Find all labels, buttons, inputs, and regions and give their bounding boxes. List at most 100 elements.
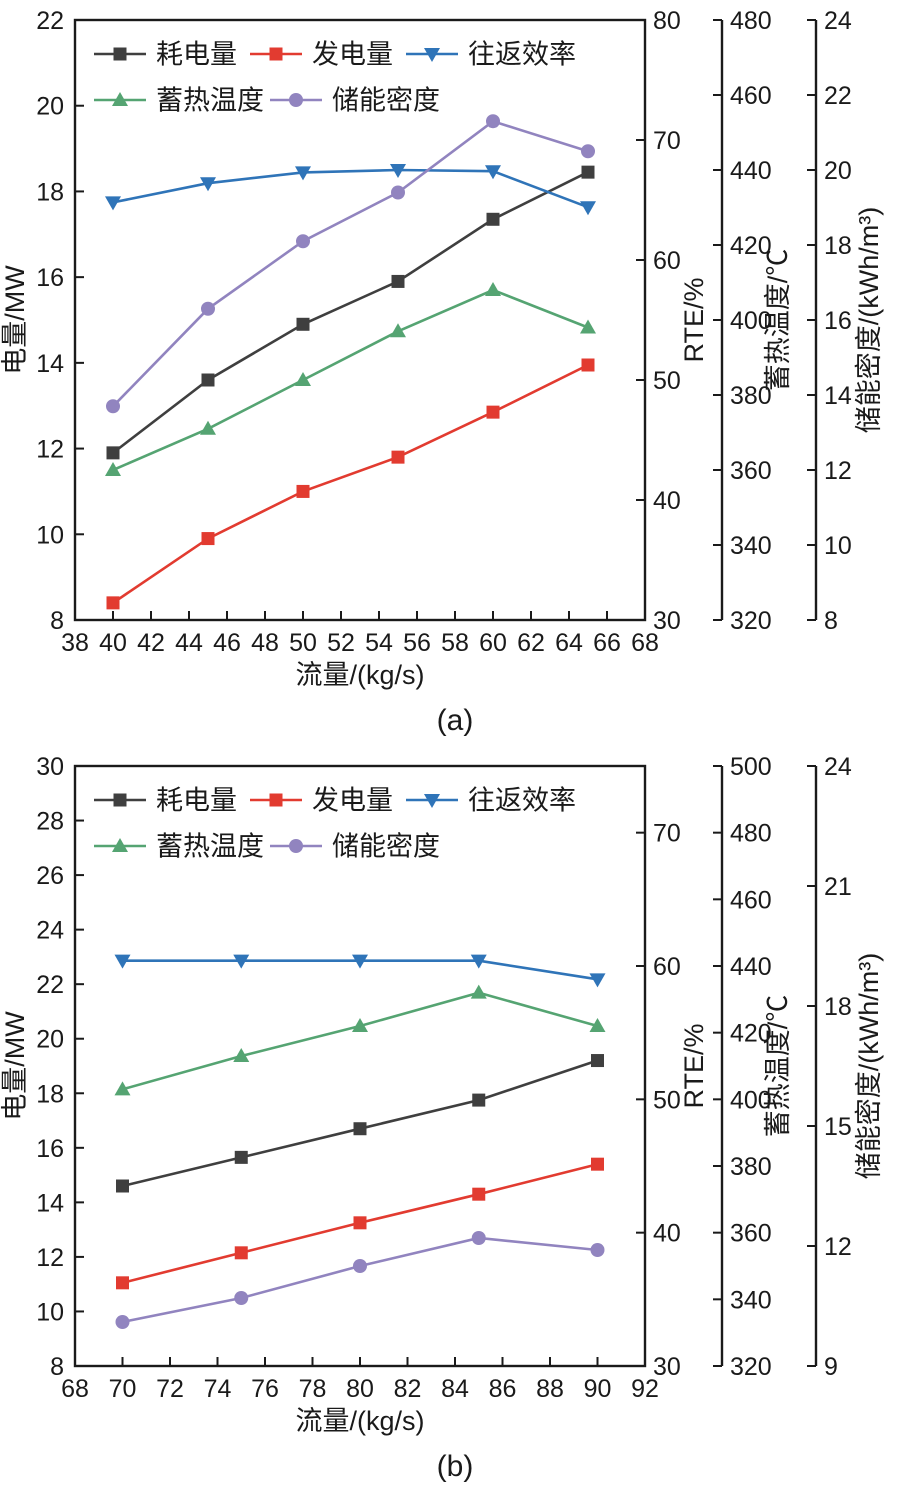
left-axis-title: 电量/MW [0,1011,30,1121]
svg-text:88: 88 [536,1375,564,1403]
svg-text:60: 60 [653,247,681,275]
svg-text:440: 440 [730,953,772,981]
svg-text:28: 28 [36,808,64,836]
series-temperature [105,282,596,476]
svg-text:储能密度: 储能密度 [332,86,440,116]
svg-text:30: 30 [36,753,64,781]
series-consumption [116,1054,604,1193]
svg-text:12: 12 [36,1244,64,1272]
svg-text:50: 50 [653,1086,681,1114]
temperature-axis: 320 340 360 380 400 420 440 460 480 500 蓄热温度/℃ [713,753,793,1381]
temperature-axis-title: 蓄热温度/℃ [763,249,793,392]
series-generation [116,1157,604,1290]
svg-text:10: 10 [36,521,64,549]
svg-text:15: 15 [824,1113,852,1141]
density-axis-title: 储能密度/(kWh/m³) [854,953,884,1179]
svg-text:70: 70 [109,1375,137,1403]
svg-text:420: 420 [730,232,772,260]
x-axis-title: 流量/(kg/s) [295,1406,424,1436]
svg-text:蓄热温度: 蓄热温度 [156,832,264,862]
svg-text:92: 92 [631,1375,659,1403]
legend-item-generation: 发电量 [250,40,393,70]
svg-text:82: 82 [394,1375,422,1403]
svg-text:480: 480 [730,820,772,848]
svg-text:78: 78 [299,1375,327,1403]
svg-text:耗电量: 耗电量 [156,40,237,70]
svg-text:24: 24 [824,753,852,781]
svg-text:68: 68 [61,1375,89,1403]
legend-item-temperature: 蓄热温度 [94,832,264,862]
temperature-axis: 320 340 360 380 400 420 440 460 480 蓄热温度/℃ [713,7,793,635]
svg-text:储能密度: 储能密度 [332,832,440,862]
svg-text:380: 380 [730,1153,772,1181]
svg-text:54: 54 [365,629,393,657]
svg-text:18: 18 [824,993,852,1021]
svg-text:10: 10 [36,1298,64,1326]
svg-text:76: 76 [251,1375,279,1403]
plot-frame [73,18,647,622]
svg-text:50: 50 [653,367,681,395]
svg-text:30: 30 [653,607,681,635]
chart-b-caption: (b) [436,1450,474,1483]
svg-text:74: 74 [204,1375,232,1403]
svg-text:44: 44 [175,629,203,657]
svg-text:12: 12 [824,457,852,485]
svg-text:58: 58 [441,629,469,657]
svg-text:480: 480 [730,7,772,35]
svg-text:48: 48 [251,629,279,657]
svg-text:22: 22 [36,971,64,999]
svg-text:16: 16 [36,1135,64,1163]
series-generation [106,358,595,610]
svg-text:86: 86 [489,1375,517,1403]
svg-text:18: 18 [36,178,64,206]
svg-text:16: 16 [824,307,852,335]
svg-text:70: 70 [653,127,681,155]
svg-text:8: 8 [50,1353,64,1381]
svg-text:40: 40 [653,1220,681,1248]
legend-item-consumption: 耗电量 [94,40,237,70]
svg-text:26: 26 [36,862,64,890]
density-axis-title: 储能密度/(kWh/m³) [854,207,884,433]
rte-axis-title: RTE/% [679,1023,709,1108]
left-axis: 8 10 12 14 16 18 20 22 24 26 28 30 电量/MW [0,753,84,1381]
svg-text:68: 68 [631,629,659,657]
chart-b-canvas: 68 70 72 74 76 78 80 82 84 86 88 90 92 流量/(kg/s) 8 10 12… [0,753,884,1436]
series-density [115,1231,605,1329]
svg-text:500: 500 [730,753,772,781]
chart-a-caption: (a) [436,704,474,737]
temperature-axis-title: 蓄热温度/℃ [763,995,793,1138]
legend-item-rte: 往返效率 [406,786,576,816]
legend-item-density: 储能密度 [270,832,440,862]
left-axis: 8 10 12 14 16 18 20 22 电量/MW [0,7,84,635]
svg-text:360: 360 [730,1220,772,1248]
svg-text:10: 10 [824,532,852,560]
rte-axis: 30 40 50 60 70 80 RTE/% [636,7,709,635]
svg-text:400: 400 [730,307,772,335]
svg-text:14: 14 [36,1189,64,1217]
svg-text:380: 380 [730,382,772,410]
svg-text:62: 62 [517,629,545,657]
svg-text:320: 320 [730,607,772,635]
svg-text:64: 64 [555,629,583,657]
x-axis: 68 70 72 74 76 78 80 82 84 86 88 90 92 流量/(kg/s) [61,1357,659,1436]
svg-text:66: 66 [593,629,621,657]
svg-text:18: 18 [36,1080,64,1108]
svg-text:12: 12 [36,436,64,464]
svg-text:发电量: 发电量 [312,40,393,70]
svg-text:460: 460 [730,82,772,110]
legend-item-temperature: 蓄热温度 [94,86,264,116]
svg-text:耗电量: 耗电量 [156,786,237,816]
svg-text:360: 360 [730,457,772,485]
svg-text:发电量: 发电量 [312,786,393,816]
svg-text:320: 320 [730,1353,772,1381]
svg-text:18: 18 [824,232,852,260]
svg-text:72: 72 [156,1375,184,1403]
legend-item-rte: 往返效率 [406,40,576,70]
legend-item-density: 储能密度 [270,86,440,116]
svg-text:52: 52 [327,629,355,657]
svg-text:42: 42 [137,629,165,657]
svg-text:80: 80 [653,7,681,35]
svg-text:往返效率: 往返效率 [468,40,576,70]
svg-text:80: 80 [346,1375,374,1403]
svg-text:46: 46 [213,629,241,657]
